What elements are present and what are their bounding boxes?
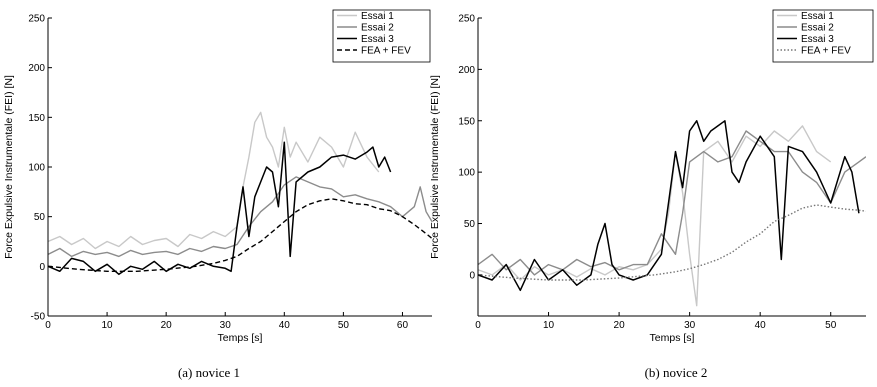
- y-axis-label: Force Expulsive Instrumentale (FEI) [N]: [429, 75, 441, 259]
- y-tick-label: 50: [464, 219, 476, 230]
- legend-box: [772, 9, 874, 63]
- x-tick-label: 60: [397, 320, 409, 331]
- series-group: [478, 120, 866, 307]
- legend-entry-3: Essai 3: [801, 34, 834, 45]
- legend-box: [332, 9, 431, 63]
- y-tick-label: 250: [28, 14, 45, 25]
- y-tick-label: 0: [469, 270, 475, 281]
- y-tick-label: 150: [458, 116, 475, 127]
- y-tick-label: 100: [458, 168, 475, 179]
- series-line-4: [478, 204, 866, 281]
- series-line-4: [48, 198, 432, 272]
- y-tick-label: 200: [458, 65, 475, 76]
- legend-entry-4: FEA + FEV: [361, 46, 411, 57]
- x-tick-label: 20: [161, 320, 173, 331]
- x-tick-label: 50: [825, 320, 837, 331]
- y-tick-label: 50: [34, 212, 46, 223]
- y-tick-label: 100: [28, 163, 45, 174]
- y-tick-label: 200: [28, 63, 45, 74]
- x-tick-label: 10: [543, 320, 555, 331]
- x-tick-label: 0: [45, 320, 51, 331]
- figure-caption: (b) novice 2: [645, 365, 708, 380]
- x-tick-label: 30: [684, 320, 696, 331]
- y-tick-label: 250: [458, 14, 475, 25]
- series-group: [48, 111, 432, 276]
- legend-entry-3: Essai 3: [361, 34, 394, 45]
- series-line-2: [48, 176, 432, 258]
- y-axis-label: Force Expulsive Instrumentale (FEI) [N]: [3, 75, 15, 259]
- legend-entry-1: Essai 1: [361, 11, 394, 22]
- x-tick-label: 40: [279, 320, 291, 331]
- x-tick-label: 40: [755, 320, 767, 331]
- x-axis-label: Temps [s]: [218, 332, 263, 344]
- legend-entry-2: Essai 2: [361, 23, 394, 34]
- figure-caption: (a) novice 1: [178, 365, 240, 380]
- series-line-1: [48, 111, 380, 250]
- x-tick-label: 30: [220, 320, 232, 331]
- x-tick-label: 10: [102, 320, 114, 331]
- x-tick-label: 0: [475, 320, 481, 331]
- series-line-3: [478, 120, 860, 292]
- legend-entry-2: Essai 2: [801, 23, 834, 34]
- legend-entry-4: FEA + FEV: [801, 46, 851, 57]
- y-tick-label: 0: [39, 262, 45, 273]
- x-axis-label: Temps [s]: [650, 332, 695, 344]
- y-tick-label: -50: [31, 312, 46, 323]
- x-tick-label: 20: [614, 320, 626, 331]
- series-line-2: [478, 130, 866, 276]
- chart-panel-b: 0 10 20 30 40 50 0 50 100 150 200 250 Temps [s] Force…: [429, 9, 874, 380]
- y-tick-label: 150: [28, 113, 45, 124]
- series-line-3: [48, 141, 392, 276]
- legend-entry-1: Essai 1: [801, 11, 834, 22]
- x-tick-label: 50: [338, 320, 350, 331]
